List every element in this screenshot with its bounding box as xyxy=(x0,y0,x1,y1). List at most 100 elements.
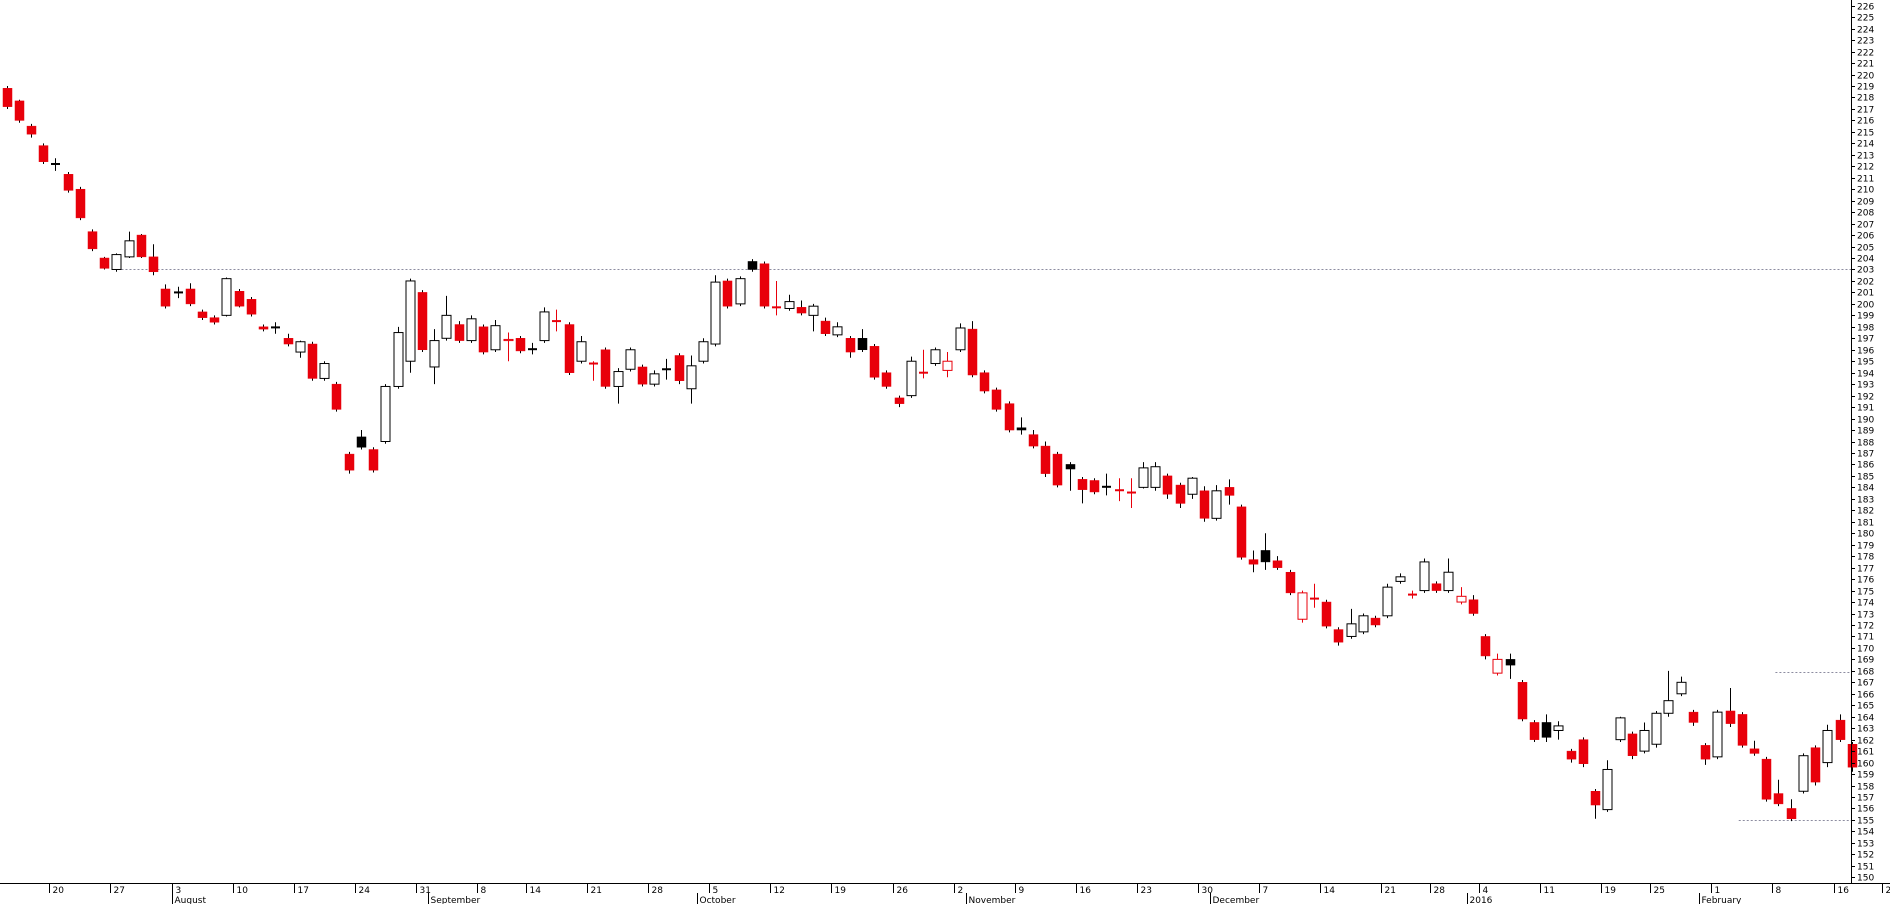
candle xyxy=(1162,473,1173,499)
candle xyxy=(1382,583,1393,619)
candle-body xyxy=(454,324,465,341)
x-day-label: 14 xyxy=(1324,886,1336,896)
candle xyxy=(441,295,452,341)
candle-body xyxy=(1847,743,1858,768)
y-tick-label: 189 xyxy=(1857,427,1874,437)
candle-body xyxy=(1382,586,1393,617)
candle-body xyxy=(1419,561,1430,592)
candle-body xyxy=(136,234,147,258)
candle-body xyxy=(246,299,257,315)
x-month-label: December xyxy=(1213,896,1260,904)
candle xyxy=(1712,709,1723,760)
candle-body xyxy=(1395,576,1406,582)
candle-body xyxy=(1798,755,1809,792)
x-day-label: 8 xyxy=(481,886,487,896)
candle-body xyxy=(1773,793,1784,805)
candle-body xyxy=(869,346,880,378)
x-day-label: 19 xyxy=(1605,886,1617,896)
x-day-label: 9 xyxy=(1019,886,1025,896)
x-day-label: 30 xyxy=(1202,886,1214,896)
x-day-label: 23 xyxy=(1141,886,1152,896)
candle-body xyxy=(38,145,49,162)
candle xyxy=(1175,482,1186,509)
candle xyxy=(808,303,819,332)
candle xyxy=(271,322,280,334)
y-tick-label: 209 xyxy=(1857,198,1874,208)
y-tick-label: 177 xyxy=(1857,565,1874,575)
candle-body xyxy=(539,311,550,342)
candle xyxy=(197,309,208,320)
candle-body xyxy=(991,389,1002,410)
candle-body xyxy=(1065,464,1076,470)
candle xyxy=(686,355,697,404)
candle-body xyxy=(967,328,978,376)
candle-body xyxy=(1321,601,1332,627)
candle xyxy=(393,326,404,389)
y-tick-label: 182 xyxy=(1857,507,1874,517)
candle-body xyxy=(503,338,514,342)
candle-body xyxy=(1162,475,1173,495)
candle-body xyxy=(295,341,306,353)
candle xyxy=(1187,477,1198,499)
candle xyxy=(845,335,856,358)
candle-body xyxy=(1786,808,1797,820)
candle-body xyxy=(1737,714,1748,746)
x-day-label: 19 xyxy=(835,886,847,896)
candle xyxy=(1700,743,1711,765)
y-tick-label: 201 xyxy=(1857,289,1874,299)
candle xyxy=(1272,556,1283,570)
candle xyxy=(710,275,721,347)
candle xyxy=(1443,558,1454,593)
candle-body xyxy=(1615,717,1626,741)
candle xyxy=(1786,799,1797,822)
candle xyxy=(1517,680,1528,722)
candle-body xyxy=(209,317,220,323)
candle xyxy=(454,321,465,343)
candle xyxy=(1602,760,1613,812)
candle xyxy=(185,283,196,307)
y-tick-label: 152 xyxy=(1857,851,1874,861)
candle-body xyxy=(75,188,86,219)
candle xyxy=(174,286,183,299)
candle xyxy=(1676,676,1687,697)
candle xyxy=(919,349,928,379)
candle-body xyxy=(1590,791,1601,806)
candle xyxy=(1773,779,1784,807)
candle-body xyxy=(1077,479,1088,490)
candle xyxy=(820,317,831,336)
candle-body xyxy=(1260,550,1271,563)
candle xyxy=(429,329,440,385)
candle xyxy=(1663,670,1674,717)
y-tick-label: 179 xyxy=(1857,542,1874,552)
candle xyxy=(14,99,25,123)
x-day-label: 14 xyxy=(530,886,542,896)
candle xyxy=(625,347,636,372)
candle xyxy=(1492,653,1503,676)
y-tick-label: 188 xyxy=(1857,439,1874,449)
candle-body xyxy=(148,256,159,273)
candle-body xyxy=(368,449,379,471)
y-tick-label: 167 xyxy=(1857,679,1874,689)
candle xyxy=(1590,788,1601,819)
y-tick-label: 223 xyxy=(1857,37,1874,47)
candle xyxy=(967,321,978,378)
candle xyxy=(722,278,733,309)
candle xyxy=(405,278,416,373)
x-day-label: 27 xyxy=(114,886,125,896)
candle xyxy=(1333,627,1344,646)
x-day-label: 3 xyxy=(176,886,182,896)
y-tick-label: 196 xyxy=(1857,347,1874,357)
candle-body xyxy=(160,288,171,307)
candle xyxy=(942,352,953,378)
candle-body xyxy=(344,453,355,471)
candle xyxy=(1456,587,1467,605)
candle-body xyxy=(393,332,404,387)
candle-body xyxy=(1346,623,1357,637)
candle xyxy=(99,256,110,270)
candle xyxy=(356,430,367,450)
candle-body xyxy=(185,288,196,305)
y-tick-label: 193 xyxy=(1857,381,1874,391)
candle xyxy=(1370,615,1381,628)
candle-body xyxy=(1566,750,1577,760)
